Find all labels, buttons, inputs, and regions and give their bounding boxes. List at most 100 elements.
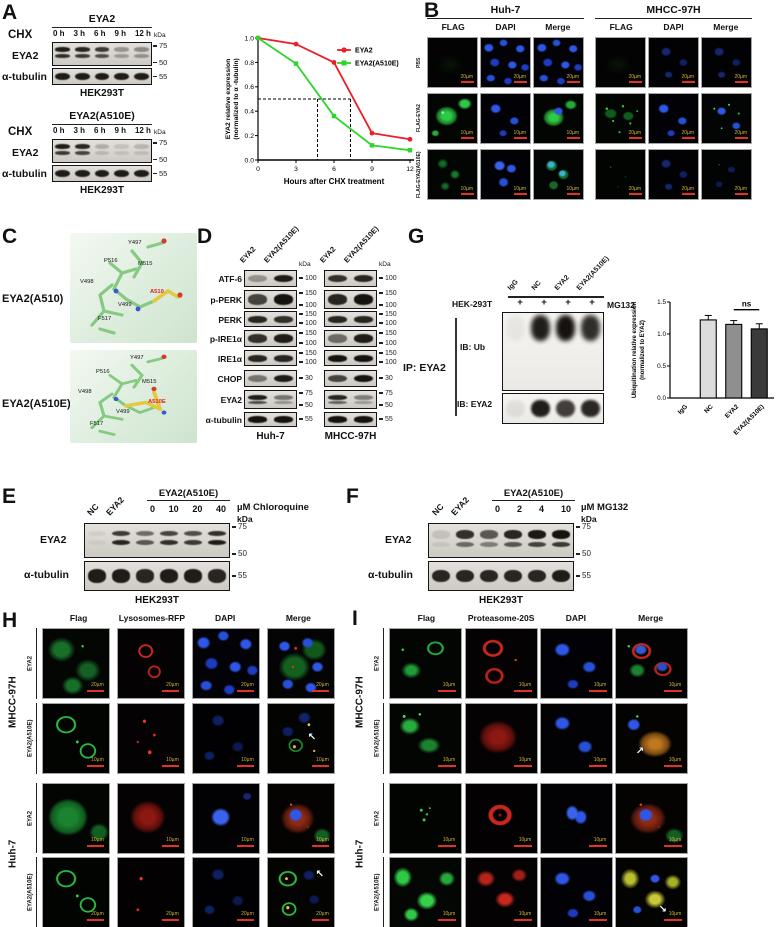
arrow-annotation: ↗ [635, 745, 645, 757]
marker-0: 75 [153, 42, 167, 50]
micro-image: 10µm [480, 149, 531, 200]
residue-label: P516 [96, 369, 110, 375]
svg-text:1.0: 1.0 [245, 35, 255, 42]
ip-label: IP: EYA2 [403, 362, 446, 374]
scale-label: 10µm [566, 185, 580, 192]
marker-0: 75 [299, 390, 313, 397]
blot-row-label: α-tubulin [24, 569, 69, 581]
kda-label: kDa [154, 129, 166, 136]
micro-image: 10µm [117, 783, 185, 854]
timepoint-2: 6 h [93, 29, 106, 38]
residue-label: F517 [90, 421, 104, 427]
blot-band [353, 374, 373, 383]
scale-bar [237, 845, 255, 848]
micro-image: 20µm [427, 37, 478, 88]
channel-headers: FLAG DAPI Merge [427, 23, 584, 32]
chx-decay-chart: 0.0 0.2 0.4 0.6 0.8 1.0 0 3 6 9 12 EYA2 EYA2(A510E) H… [224, 24, 420, 196]
marker-0: 55 [379, 416, 393, 423]
svg-text:Hours after CHX treatment: Hours after CHX treatment [284, 177, 385, 186]
micro-image: 10µm [465, 783, 538, 854]
kda-markers: 30 [379, 370, 393, 387]
scale-label: 10µm [513, 129, 527, 136]
scale-bar [513, 81, 527, 84]
blot-band [503, 530, 523, 539]
svg-text:0.0: 0.0 [657, 395, 666, 402]
scale-label: 20µm [628, 185, 642, 192]
micro-image: 10µm [389, 783, 462, 854]
blot-band [551, 541, 571, 548]
marker-0: 75 [576, 523, 591, 531]
dose-unit-label: µM Chloroquine [237, 502, 309, 513]
micro-image: 10µm [540, 783, 613, 854]
residue-label-highlight: A510 [150, 289, 164, 295]
scale-bar [162, 765, 180, 768]
channel-2: DAPI [565, 613, 587, 623]
panel-h-label: H [2, 609, 18, 632]
blot-band [74, 47, 90, 52]
condition-label: EYA2(A510E) [25, 703, 37, 774]
scale-bar [162, 919, 180, 922]
marker-0: 55 [153, 170, 167, 178]
marker-0: 30 [299, 375, 313, 382]
western-blot [244, 330, 297, 347]
structure-name: EYA2(A510) [2, 293, 64, 305]
micro-image: 20µm [42, 857, 110, 927]
blot-band [114, 144, 130, 149]
micro-image: 20µm [42, 628, 110, 699]
blot-band [111, 530, 131, 536]
blot-band [135, 569, 155, 583]
blot-row-label: PERK [218, 314, 242, 325]
scale-label: 20µm [316, 681, 329, 688]
scale-label: 10µm [593, 836, 607, 843]
scale-bar [513, 690, 533, 693]
ip-bracket-line [455, 318, 457, 416]
micro-image: 10µm [465, 857, 538, 927]
western-blot [324, 290, 377, 309]
scale-bar [663, 845, 683, 848]
blot-band [328, 294, 348, 305]
blot-band [248, 334, 268, 343]
blot-band [431, 541, 451, 548]
blot-row-label: IRE1α [217, 353, 242, 364]
scale-bar [628, 137, 642, 140]
western-blot [84, 523, 230, 558]
blot-band [479, 530, 499, 539]
micro-image: 10µm [267, 783, 335, 854]
blot-band [183, 569, 203, 583]
micro-image: 10µm [389, 628, 462, 699]
scale-label: 10µm [442, 681, 456, 688]
blot-band [328, 400, 348, 405]
scale-label: 10µm [442, 910, 456, 917]
lane-underline [508, 296, 604, 298]
scale-label: 10µm [518, 910, 532, 917]
dose-2: 4 [538, 504, 544, 514]
blot-band [506, 399, 525, 418]
blot-band [87, 569, 107, 583]
mg132-plus-row: + + + + [508, 298, 604, 308]
marker-1: 100 [379, 302, 397, 309]
blot-band [353, 274, 373, 283]
svg-text:1.0: 1.0 [657, 331, 666, 338]
marker-1: 100 [379, 320, 397, 327]
arrow-annotation: ↘ [658, 903, 667, 915]
kda-markers: 150 100 [299, 350, 317, 366]
blot-band [353, 315, 373, 323]
residue-label: F517 [98, 316, 112, 322]
marker-0: 55 [576, 572, 591, 580]
scale-bar [513, 845, 533, 848]
blot-band [114, 169, 130, 178]
scale-label: 20µm [241, 910, 254, 917]
blot-band [248, 416, 268, 423]
marker-0: 100 [379, 275, 397, 282]
western-blot [52, 42, 152, 66]
cell-line-group-label: MHCC-97H [354, 676, 366, 728]
western-blot [324, 412, 377, 427]
ub-bar-chart: 0.0 0.5 1.0 1.5 IgG NC EYA2 EYA2(A510E) ns Ubiqui… [630, 288, 778, 446]
marker-0: 150 [299, 330, 317, 337]
blot-row-label: ATF-6 [218, 274, 242, 284]
blot-band [133, 72, 149, 81]
western-blot [244, 412, 297, 427]
channel-2: DAPI [214, 613, 236, 623]
marker-0: 150 [379, 290, 397, 297]
scale-label: 10µm [668, 756, 682, 763]
